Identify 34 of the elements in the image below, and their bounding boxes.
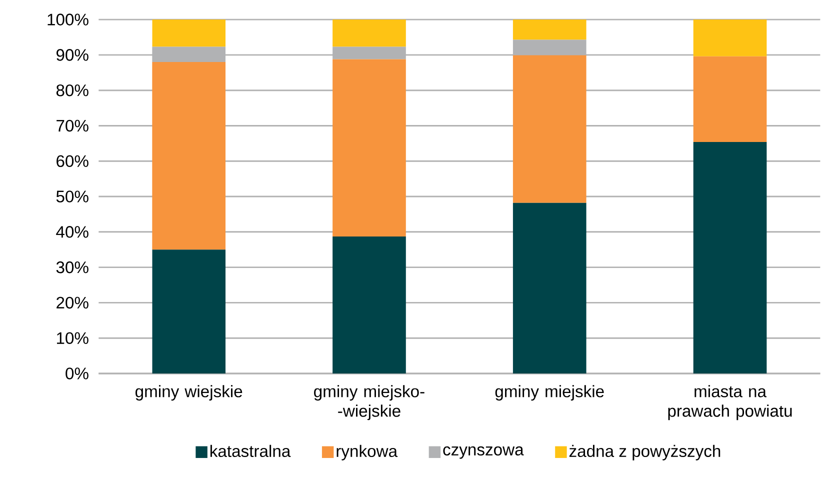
y-tick-label: 80% <box>56 84 88 96</box>
legend-label: rynkowa <box>336 444 398 460</box>
legend-label: czynszowa <box>443 446 524 459</box>
x-tick-label: miasta na prawach powiatu <box>668 385 792 420</box>
legend-label: katastralna <box>210 444 291 458</box>
bar <box>152 62 226 250</box>
bar <box>512 40 586 56</box>
bar <box>693 20 767 56</box>
bar <box>693 142 767 374</box>
legend-label: żadna z powyższych <box>569 444 720 460</box>
y-tick-label: 30% <box>56 261 88 274</box>
x-tick-label: gminy miejsko- -wiejskie <box>314 385 424 420</box>
bar <box>332 20 406 47</box>
y-tick-label: 0% <box>66 368 88 380</box>
y-tick-label: 100% <box>48 14 88 26</box>
bar <box>152 250 226 374</box>
y-tick-label: 90% <box>56 49 88 61</box>
bar <box>332 46 406 60</box>
bar <box>152 46 226 62</box>
y-tick-label: 50% <box>56 190 88 202</box>
y-tick-label: 70% <box>56 120 88 132</box>
y-tick-label: 10% <box>57 332 88 344</box>
bar <box>512 202 586 374</box>
bar <box>693 56 767 142</box>
x-tick-label: gminy wiejskie <box>136 385 242 401</box>
y-tick-label: 20% <box>56 296 88 309</box>
bar <box>152 20 226 47</box>
bar <box>332 236 406 374</box>
x-tick-label: gminy miejskie <box>495 385 604 401</box>
bar <box>332 59 406 237</box>
y-tick-label: 60% <box>56 155 88 168</box>
bar <box>512 55 586 203</box>
y-tick-label: 40% <box>56 226 88 238</box>
bar <box>512 20 586 40</box>
